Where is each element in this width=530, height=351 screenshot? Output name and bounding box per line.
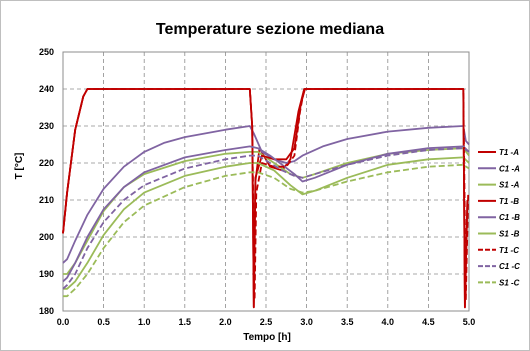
legend-label: T1 -B xyxy=(499,197,519,206)
legend-label: C1 -A xyxy=(499,164,520,173)
legend: T1 -A C1 -A S1 -A T1 -B C1 -B S1 -B T1 -C C1 -C… xyxy=(478,148,520,287)
series-line-7 xyxy=(62,88,470,301)
x-tick-label: 0.0 xyxy=(57,317,70,327)
y-tick-label: 210 xyxy=(39,195,54,205)
x-tick-label: 2.5 xyxy=(260,317,273,327)
y-tick-label: 180 xyxy=(39,306,54,316)
plot-area xyxy=(62,51,470,312)
x-tick-label: 0.5 xyxy=(97,317,110,327)
axes: 0.0 0.5 1.0 1.5 2.0 2.5 3.0 3.5 4.0 4.5 5.0 180 190 2… xyxy=(39,47,475,327)
legend-label: S1 -B xyxy=(499,230,520,239)
y-tick-label: 200 xyxy=(39,232,54,242)
series-line-8 xyxy=(62,147,470,290)
series-line-6 xyxy=(63,156,470,290)
x-tick-label: 5.0 xyxy=(463,317,476,327)
x-tick-label: 4.0 xyxy=(382,317,395,327)
legend-label: S1 -A xyxy=(499,181,520,190)
legend-label: S1 -C xyxy=(499,278,520,287)
series-line-1 xyxy=(62,88,469,309)
x-tick-label: 1.5 xyxy=(179,317,192,327)
y-tick-label: 220 xyxy=(39,158,54,168)
legend-label: T1 -C xyxy=(499,246,519,255)
series-line-4 xyxy=(62,88,469,309)
series-group xyxy=(62,88,470,309)
x-tick-label: 4.5 xyxy=(422,317,435,327)
y-tick-label: 230 xyxy=(39,121,54,131)
x-tick-label: 2.0 xyxy=(219,317,232,327)
y-axis-label: T [°C] xyxy=(14,153,25,180)
y-tick-label: 240 xyxy=(39,84,54,94)
chart-title: Temperature sezione mediana xyxy=(156,21,384,38)
x-tick-label: 3.5 xyxy=(341,317,354,327)
y-tick-label: 190 xyxy=(39,269,54,279)
grid xyxy=(63,52,469,311)
legend-label: C1 -B xyxy=(499,213,520,222)
y-tick-label: 250 xyxy=(39,47,54,57)
legend-label: C1 -C xyxy=(499,262,520,271)
series-line-5 xyxy=(62,145,470,283)
series-line-9 xyxy=(63,163,470,298)
legend-label: T1 -A xyxy=(499,148,519,157)
series-line-2 xyxy=(62,125,470,264)
x-tick-label: 3.0 xyxy=(300,317,313,327)
x-tick-label: 1.0 xyxy=(138,317,151,327)
x-axis-label: Tempo [h] xyxy=(243,332,291,343)
